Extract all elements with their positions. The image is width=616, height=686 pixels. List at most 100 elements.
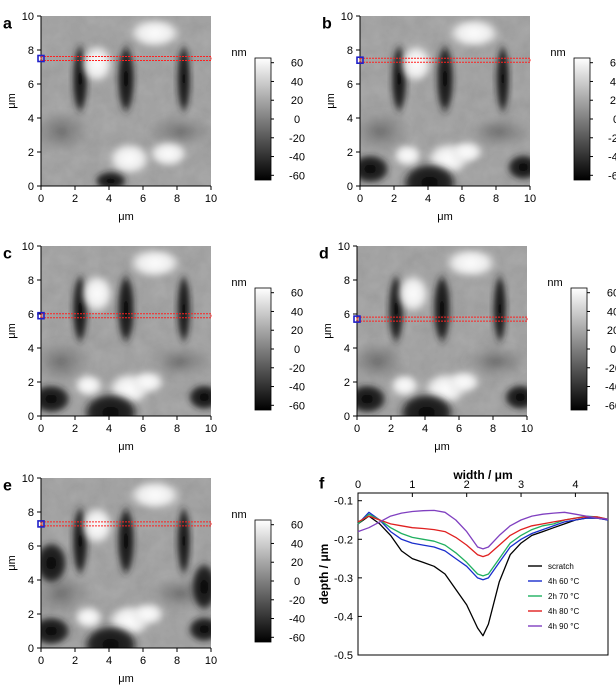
scan-line xyxy=(40,56,212,61)
y-tick-label: 10 xyxy=(22,473,34,485)
x-tick-label: 2 xyxy=(464,479,470,491)
colorbar-tick-label: 20 xyxy=(607,325,616,337)
y-tick-label: 4 xyxy=(28,343,34,355)
x-tick-label: 2 xyxy=(388,423,394,435)
y-tick-label: -0.5 xyxy=(334,650,353,662)
colorbar-tick-label: -40 xyxy=(289,382,305,394)
legend-label: scratch xyxy=(548,562,574,571)
afm-panel-c: c 0 2 4 6 8 10 0 2 4 6 8 10 μm μm nm 60 40 20 0 -20 -40 -60 xyxy=(3,241,305,453)
x-tick-label: 6 xyxy=(456,423,462,435)
x-tick-label: 10 xyxy=(205,423,217,435)
legend-label: 4h 90 °C xyxy=(548,622,579,631)
scan-marker xyxy=(353,315,361,323)
profile-chart: f 0 1 2 3 4 -0.1 -0.2 -0.3 -0.4 -0.5 width / μm dept… xyxy=(317,468,609,662)
y-tick-label: 10 xyxy=(341,11,353,23)
y-tick-label: 0 xyxy=(344,411,350,423)
x-tick-label: 10 xyxy=(524,193,536,205)
colorbar-unit: nm xyxy=(550,47,565,59)
series-line-3 xyxy=(357,515,609,558)
y-tick-label: 4 xyxy=(28,113,34,125)
afm-panel-a: a 0 2 4 6 8 10 0 2 4 6 8 10 μm μm nm 60 40 20 0 -20 -40 -60 xyxy=(3,11,305,223)
x-tick-label: 6 xyxy=(140,655,146,667)
panel-letter: a xyxy=(3,15,12,32)
x-tick-label: 2 xyxy=(72,423,78,435)
x-tick-label: 10 xyxy=(205,193,217,205)
x-tick-label: 0 xyxy=(357,193,363,205)
y-tick-label: 0 xyxy=(28,643,34,655)
scan-line xyxy=(40,313,212,319)
x-tick-label: 4 xyxy=(106,423,112,435)
colorbar-tick-label: -60 xyxy=(608,170,616,182)
colorbar-tick-label: -40 xyxy=(605,382,616,394)
scan-marker xyxy=(37,311,45,320)
x-tick-label: 3 xyxy=(518,479,524,491)
panel-letter: e xyxy=(3,477,12,494)
colorbar-tick-label: 20 xyxy=(291,325,303,337)
y-tick-label: 8 xyxy=(28,275,34,287)
y-tick-label: 4 xyxy=(347,113,353,125)
colorbar-tick-label: -60 xyxy=(289,632,305,644)
afm-image xyxy=(41,16,211,186)
y-tick-label: 10 xyxy=(338,241,350,253)
colorbar-tick-label: 0 xyxy=(294,576,300,588)
colorbar-tick-label: 20 xyxy=(291,95,303,107)
scan-marker xyxy=(37,520,45,528)
x-tick-label: 10 xyxy=(521,423,533,435)
x-tick-label: 4 xyxy=(422,423,428,435)
x-tick-label: 8 xyxy=(490,423,496,435)
x-tick-label: 4 xyxy=(106,193,112,205)
colorbar-tick-label: 0 xyxy=(610,344,616,356)
y-tick-label: 2 xyxy=(28,377,34,389)
x-tick-label: 0 xyxy=(38,655,44,667)
x-axis-label: μm xyxy=(437,211,453,223)
colorbar-tick-label: -20 xyxy=(605,363,616,375)
colorbar-tick-label: -40 xyxy=(289,152,305,164)
panel-letter: b xyxy=(322,15,332,32)
x-tick-label: 0 xyxy=(355,479,361,491)
colorbar-tick-label: -60 xyxy=(289,170,305,182)
afm-image xyxy=(41,246,211,416)
series-line-0 xyxy=(357,515,609,637)
y-tick-label: -0.2 xyxy=(334,534,353,546)
y-tick-label: 8 xyxy=(28,507,34,519)
colorbar-tick-label: -60 xyxy=(605,400,616,412)
colorbar-tick-label: -20 xyxy=(608,133,616,145)
afm-image xyxy=(41,478,211,648)
scan-marker xyxy=(37,54,45,63)
y-tick-label: 2 xyxy=(28,147,34,159)
y-tick-label: 0 xyxy=(28,181,34,193)
x-tick-label: 6 xyxy=(140,423,146,435)
y-tick-label: 4 xyxy=(344,343,350,355)
y-tick-label: 2 xyxy=(347,147,353,159)
y-tick-label: 2 xyxy=(344,377,350,389)
colorbar-tick-label: 60 xyxy=(610,58,616,70)
colorbar-unit: nm xyxy=(231,47,246,59)
colorbar-tick-label: -40 xyxy=(608,152,616,164)
colorbar xyxy=(573,57,591,181)
y-tick-label: 6 xyxy=(28,309,34,321)
y-axis-label: μm xyxy=(6,555,18,571)
afm-panel-d: d 0 2 4 6 8 10 0 2 4 6 8 10 μm μm nm 60 40 20 0 -20 -40 -60 xyxy=(319,241,616,453)
x-axis-label: μm xyxy=(118,673,134,685)
y-tick-label: -0.3 xyxy=(334,573,353,585)
x-tick-label: 6 xyxy=(459,193,465,205)
colorbar-tick-label: 0 xyxy=(613,114,616,126)
y-tick-label: 4 xyxy=(28,575,34,587)
colorbar-unit: nm xyxy=(231,277,246,289)
afm-panel-e: e 0 2 4 6 8 10 0 2 4 6 8 10 μm μm nm 60 40 20 0 -20 -40 -60 xyxy=(3,473,305,685)
x-tick-label: 0 xyxy=(38,423,44,435)
colorbar-tick-label: 40 xyxy=(607,306,616,318)
scan-marker xyxy=(356,56,364,65)
colorbar-unit: nm xyxy=(231,509,246,521)
colorbar-tick-label: -20 xyxy=(289,133,305,145)
colorbar-tick-label: 20 xyxy=(291,557,303,569)
x-axis-label: μm xyxy=(118,441,134,453)
y-axis-label: μm xyxy=(6,93,18,109)
colorbar-tick-label: 40 xyxy=(291,306,303,318)
x-tick-label: 8 xyxy=(174,193,180,205)
x-tick-label: 4 xyxy=(425,193,431,205)
colorbar-tick-label: -20 xyxy=(289,363,305,375)
colorbar-tick-label: 60 xyxy=(291,58,303,70)
y-tick-label: 0 xyxy=(347,181,353,193)
x-tick-label: 1 xyxy=(409,479,415,491)
